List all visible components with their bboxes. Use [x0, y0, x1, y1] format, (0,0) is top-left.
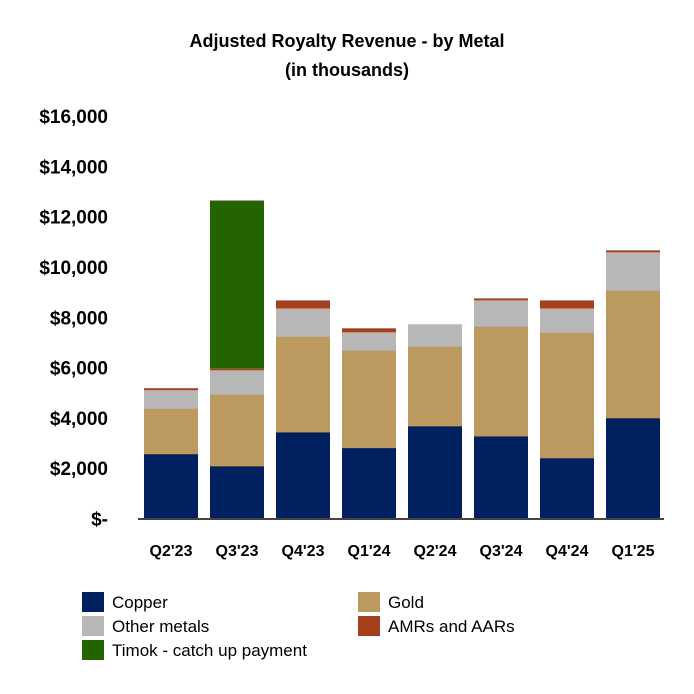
x-tick-label: Q1'25: [612, 543, 655, 560]
bar-segment-amrs-and-aars: [540, 300, 594, 309]
x-tick-label: Q3'24: [480, 543, 523, 560]
bar-segment-copper: [606, 418, 660, 519]
bar-segment-timok-catch-up-payment: [210, 200, 264, 369]
bar-segment-amrs-and-aars: [474, 298, 528, 301]
bar-segment-other-metals: [342, 332, 396, 351]
bar-segment-other-metals: [540, 308, 594, 333]
bar-segment-gold: [474, 326, 528, 437]
bar-segment-other-metals: [474, 300, 528, 327]
y-tick-label: $14,000: [39, 157, 108, 178]
y-tick-label: $8,000: [50, 308, 108, 329]
bar-segment-amrs-and-aars: [210, 368, 264, 371]
legend-label: Gold: [388, 593, 424, 612]
legend-label: AMRs and AARs: [388, 617, 515, 636]
y-tick-label: $-: [91, 510, 108, 531]
bar-segment-copper: [474, 436, 528, 519]
bar-segment-other-metals: [144, 390, 198, 409]
bar-segment-copper: [210, 466, 264, 519]
x-tick-label: Q4'23: [282, 543, 325, 560]
bar-segment-other-metals: [606, 252, 660, 291]
bar-segment-gold: [540, 332, 594, 459]
x-tick-label: Q2'23: [150, 543, 193, 560]
bar-segment-copper: [540, 458, 594, 519]
bar-segment-gold: [606, 290, 660, 419]
y-tick-label: $2,000: [50, 459, 108, 480]
legend-swatch: [82, 640, 104, 660]
bar-segment-gold: [408, 346, 462, 427]
bar-segment-other-metals: [408, 324, 462, 347]
legend-swatch: [358, 592, 380, 612]
x-tick-label: Q3'23: [216, 543, 259, 560]
legend-swatch: [82, 592, 104, 612]
bar-segment-amrs-and-aars: [144, 388, 198, 391]
x-tick-label: Q1'24: [348, 543, 391, 560]
bar-segment-copper: [144, 454, 198, 519]
legend-label: Timok - catch up payment: [112, 641, 307, 660]
y-tick-label: $10,000: [39, 258, 108, 279]
bar-segment-other-metals: [276, 308, 330, 337]
chart-title: Adjusted Royalty Revenue - by Metal: [189, 31, 504, 51]
y-tick-label: $12,000: [39, 208, 108, 229]
legend-swatch: [358, 616, 380, 636]
legend-label: Copper: [112, 593, 168, 612]
bar-segment-gold: [276, 336, 330, 433]
bar-segment-gold: [342, 350, 396, 449]
bar-segment-copper: [342, 448, 396, 519]
bar-segment-amrs-and-aars: [606, 250, 660, 253]
y-tick-label: $16,000: [39, 107, 108, 128]
bar-segment-other-metals: [210, 370, 264, 395]
legend-label: Other metals: [112, 617, 209, 636]
y-tick-label: $6,000: [50, 359, 108, 380]
bar-segment-amrs-and-aars: [276, 300, 330, 309]
legend-swatch: [82, 616, 104, 636]
bar-segment-gold: [144, 408, 198, 455]
chart-subtitle: (in thousands): [285, 60, 409, 80]
x-tick-label: Q4'24: [546, 543, 589, 560]
x-tick-label: Q2'24: [414, 543, 457, 560]
bar-segment-copper: [408, 426, 462, 519]
bar-segment-copper: [276, 432, 330, 519]
y-tick-label: $4,000: [50, 409, 108, 430]
bar-segment-amrs-and-aars: [342, 328, 396, 333]
bar-segment-gold: [210, 394, 264, 467]
